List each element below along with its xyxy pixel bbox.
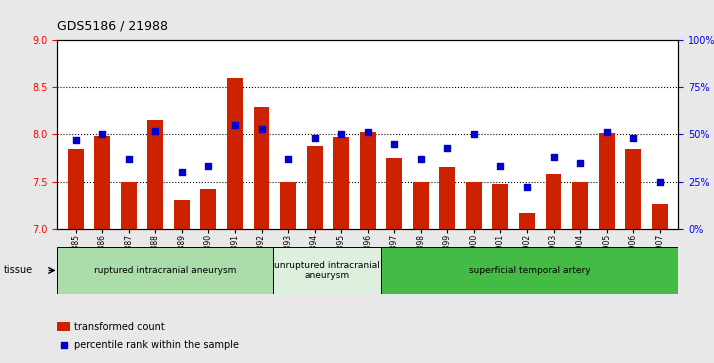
Point (601, 130, 613, 135)
Text: unruptured intracranial
aneurysm: unruptured intracranial aneurysm (274, 261, 380, 280)
Bar (545, 174, 561, 229)
Point (70, 137, 81, 143)
Text: transformed count: transformed count (74, 322, 165, 332)
Bar (333, 137, 349, 229)
Bar (273, 247, 381, 294)
Bar (68, 150, 84, 229)
Text: tissue: tissue (4, 265, 33, 276)
Text: GDS5186 / 21988: GDS5186 / 21988 (57, 19, 168, 32)
Point (176, 169, 188, 175)
Bar (572, 183, 588, 229)
Point (256, 126, 267, 131)
Bar (94, 136, 110, 229)
Point (336, 131, 347, 137)
Bar (413, 183, 429, 229)
Bar (598, 133, 615, 229)
Point (229, 122, 241, 128)
Point (203, 163, 214, 169)
Point (388, 141, 400, 147)
Point (548, 154, 559, 160)
Bar (57, 322, 70, 331)
Point (574, 160, 585, 166)
Point (521, 184, 533, 190)
Bar (360, 132, 376, 229)
Point (362, 130, 373, 135)
Bar (306, 146, 323, 229)
Bar (381, 247, 678, 294)
Bar (386, 158, 402, 229)
Bar (652, 204, 668, 229)
Point (415, 156, 426, 162)
Bar (57, 247, 273, 294)
Point (442, 144, 453, 150)
Point (495, 163, 506, 169)
Bar (625, 150, 641, 229)
Point (654, 179, 665, 184)
Point (282, 156, 293, 162)
Text: ruptured intracranial aneurysm: ruptured intracranial aneurysm (94, 266, 236, 275)
Bar (227, 78, 243, 229)
Point (309, 135, 321, 141)
Point (468, 131, 480, 137)
Bar (253, 107, 269, 229)
Text: percentile rank within the sample: percentile rank within the sample (74, 340, 239, 350)
Bar (280, 183, 296, 229)
Bar (519, 213, 535, 229)
Bar (121, 183, 137, 229)
Bar (466, 183, 482, 229)
Point (96, 131, 108, 137)
Bar (439, 167, 456, 229)
Bar (201, 189, 216, 229)
Text: superficial temporal artery: superficial temporal artery (469, 266, 590, 275)
Point (123, 156, 134, 162)
Point (58, 342, 69, 348)
Point (628, 135, 639, 141)
Bar (493, 184, 508, 229)
Bar (147, 120, 164, 229)
Bar (174, 200, 190, 229)
Point (150, 128, 161, 134)
